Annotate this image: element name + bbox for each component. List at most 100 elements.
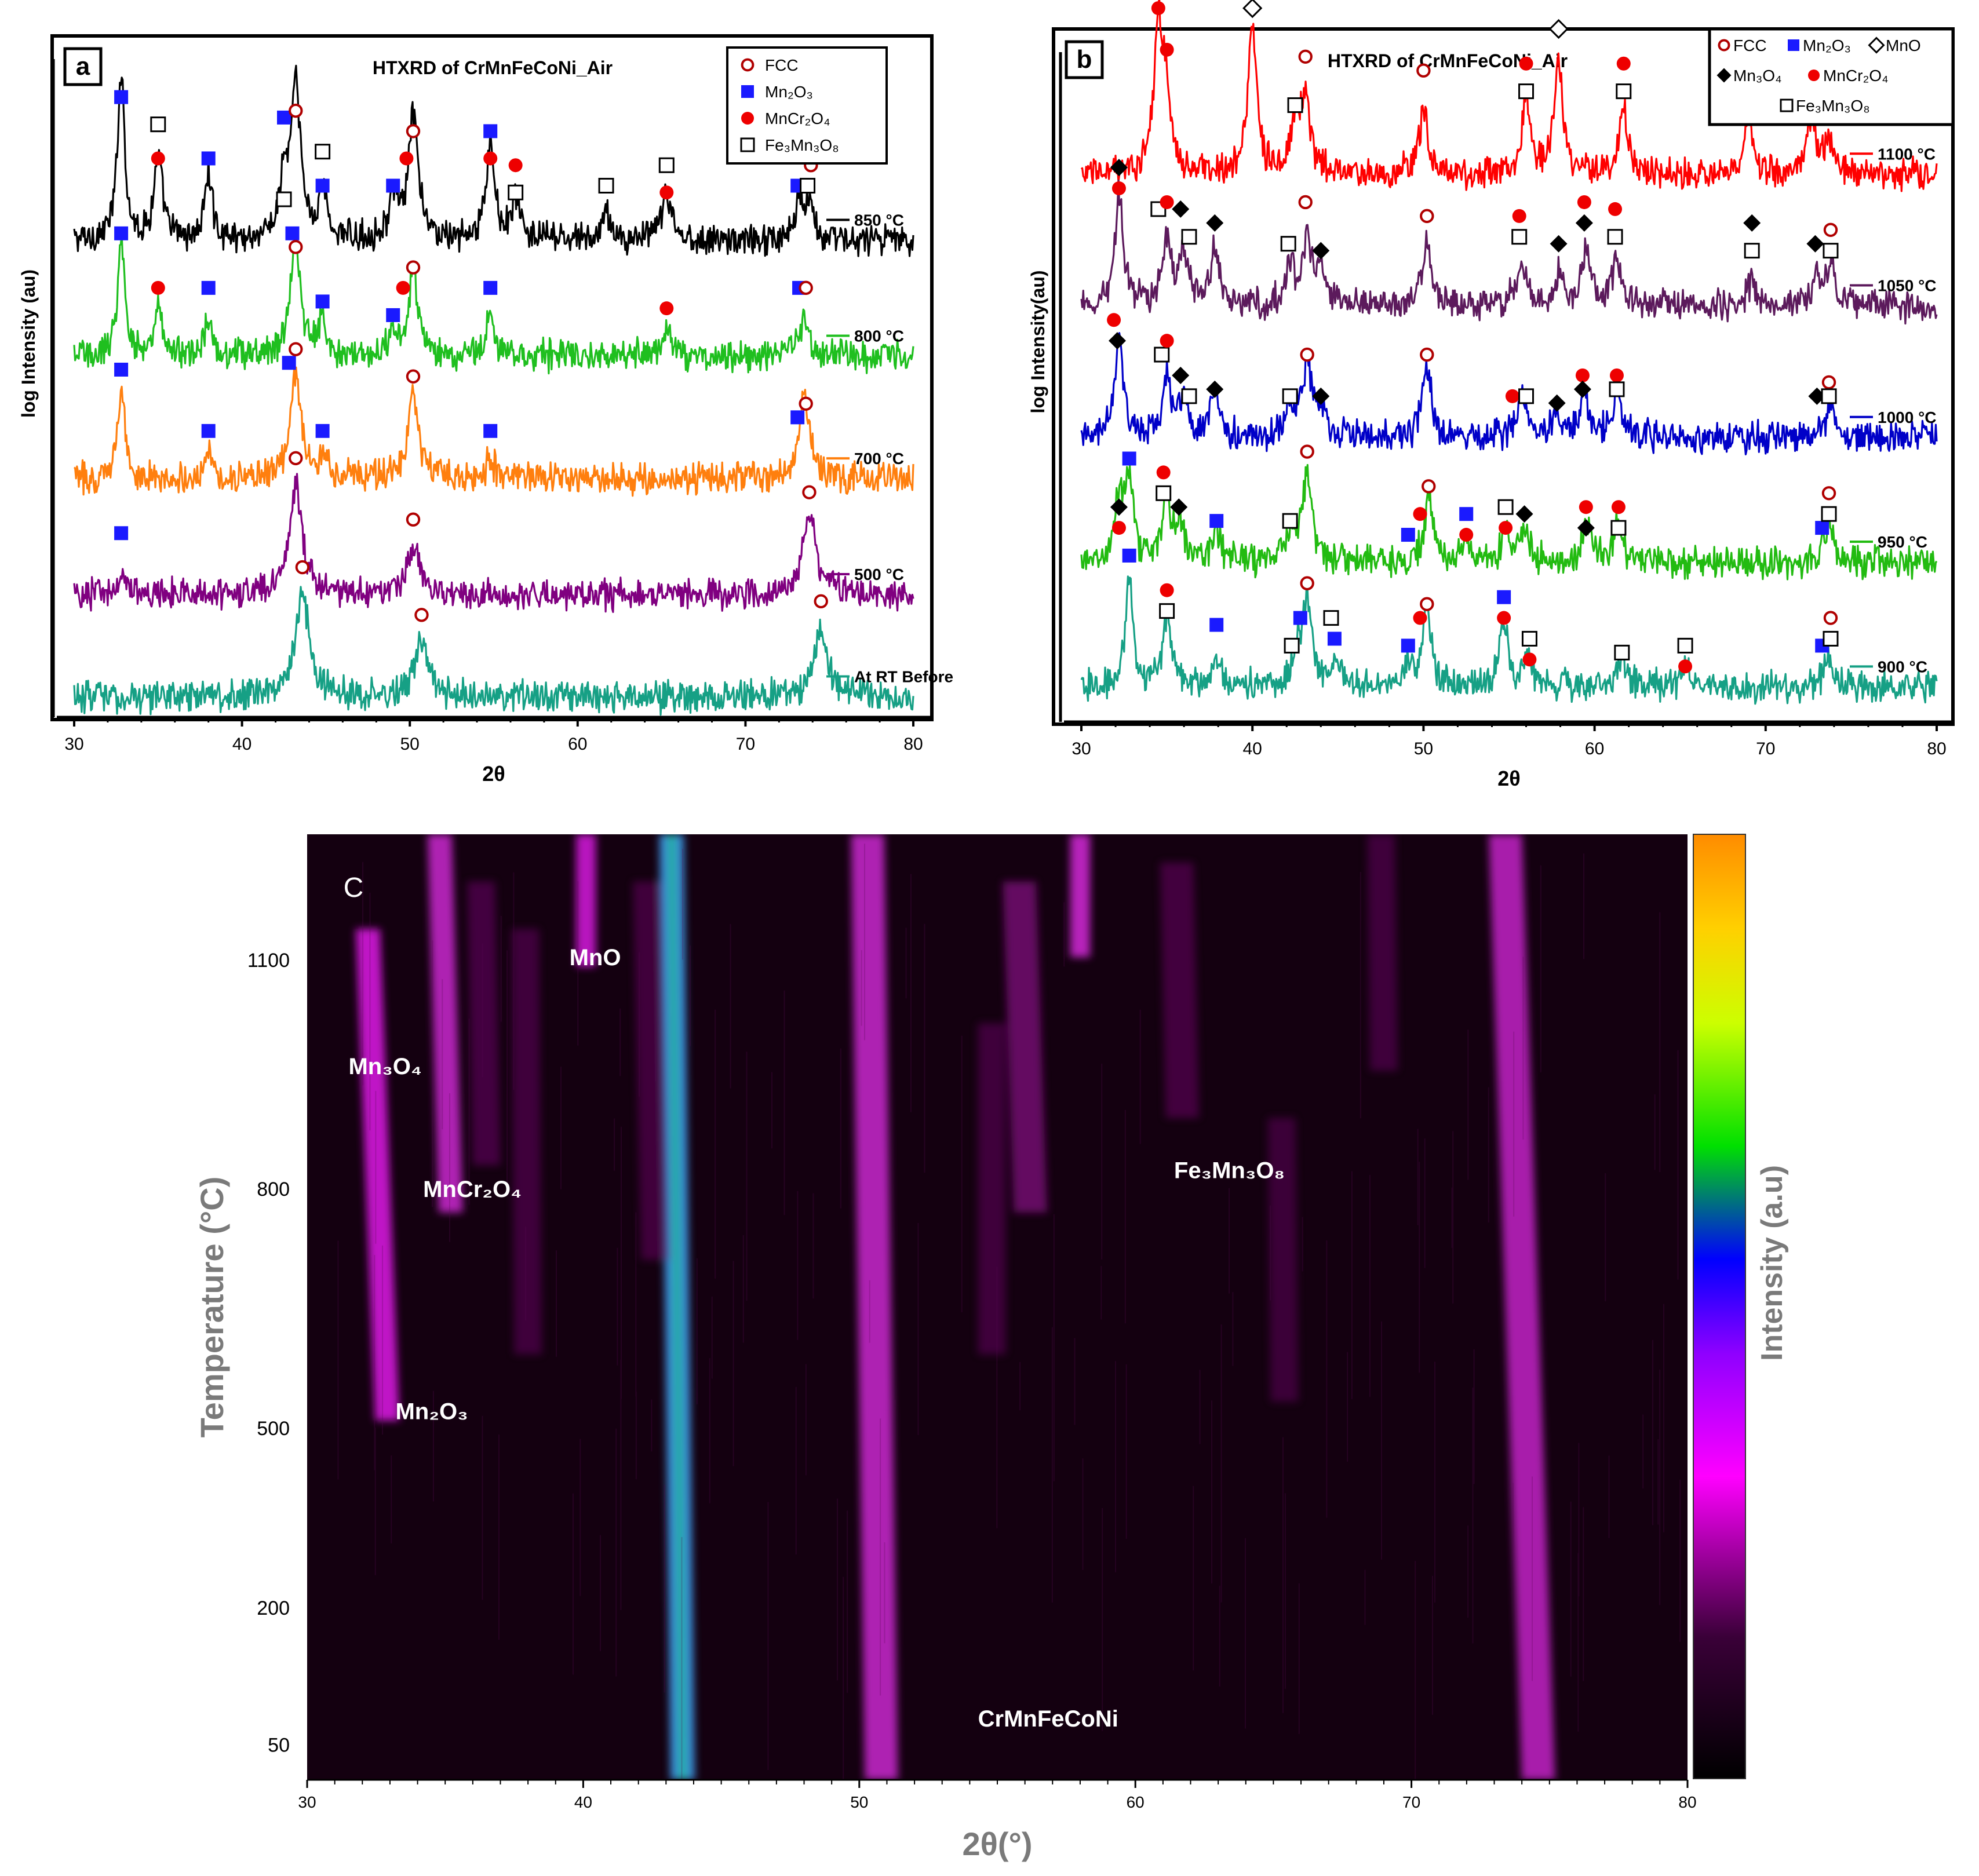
mncr2o4-marker xyxy=(1577,195,1591,209)
mn3o4-marker xyxy=(1172,366,1190,384)
fe3mn3o8-marker xyxy=(1156,485,1172,501)
panel-label-text: b xyxy=(1077,45,1092,74)
fe3mn3o8-marker xyxy=(740,137,755,152)
fcc-marker xyxy=(406,512,421,527)
fcc-marker xyxy=(1298,195,1313,210)
fcc-marker xyxy=(1420,597,1434,611)
series-label: 800 °C xyxy=(854,327,904,345)
mn2o3-marker xyxy=(201,424,216,438)
mn2o3-marker xyxy=(114,363,129,377)
fcc-marker xyxy=(289,451,303,466)
fe3mn3o8-marker xyxy=(1282,513,1298,529)
fcc-marker xyxy=(1718,39,1730,52)
mn2o3-marker xyxy=(1459,507,1474,521)
fcc-marker xyxy=(1300,444,1314,459)
y-tick-label: 800 xyxy=(257,1178,290,1200)
mn3o4-marker xyxy=(1312,387,1330,405)
fcc-marker xyxy=(1298,49,1313,64)
legend-label: Mn₂O₃ xyxy=(765,83,813,101)
phase-annotation: MnCr₂O₄ xyxy=(423,1177,522,1202)
mn3o4-marker xyxy=(1172,200,1190,218)
y-axis-label: Temperature (°C) xyxy=(194,1177,230,1438)
mn2o3-marker xyxy=(114,226,129,240)
diffraction-streak xyxy=(1070,834,1091,958)
mn3o4-marker xyxy=(1110,498,1128,516)
diffraction-streak xyxy=(576,834,596,967)
mncr2o4-marker xyxy=(1522,652,1537,667)
mn2o3-marker xyxy=(315,294,330,309)
fcc-marker xyxy=(1422,479,1436,494)
series-label: 900 °C xyxy=(1878,658,1927,676)
x-tick-label: 70 xyxy=(1756,739,1775,758)
colorbar xyxy=(1693,834,1746,1779)
fe3mn3o8-marker xyxy=(1521,630,1537,647)
series-label: 1050 °C xyxy=(1878,277,1937,295)
mn3o4-marker xyxy=(1575,214,1593,232)
mncr2o4-marker xyxy=(1505,389,1519,403)
diffraction-streak xyxy=(851,834,898,1780)
fe3mn3o8-marker xyxy=(598,177,614,194)
fcc-marker xyxy=(799,280,813,295)
x-tick-label: 70 xyxy=(1402,1793,1420,1811)
x-tick-label: 50 xyxy=(400,735,420,754)
mn2o3-marker xyxy=(790,410,805,425)
mn3o4-marker xyxy=(1548,394,1566,412)
diffraction-streak xyxy=(511,929,542,1355)
fe3mn3o8-marker xyxy=(1181,388,1197,404)
pattern-line xyxy=(73,366,914,497)
fcc-marker xyxy=(295,560,310,575)
diffraction-streak-core xyxy=(667,834,687,1780)
mncr2o4-marker xyxy=(1107,313,1121,327)
mn3o4-marker xyxy=(1716,68,1732,83)
x-tick-label: 50 xyxy=(1414,739,1433,758)
mno-marker xyxy=(1548,19,1569,39)
mncr2o4-marker xyxy=(1499,521,1513,535)
mn2o3-marker xyxy=(741,85,754,98)
fe3mn3o8-marker xyxy=(800,177,816,194)
legend-label: FCC xyxy=(765,56,799,74)
x-tick-label: 60 xyxy=(1585,739,1604,758)
x-tick-label: 50 xyxy=(850,1793,868,1811)
fcc-marker xyxy=(1300,576,1314,590)
fcc-marker xyxy=(1416,63,1431,78)
fe3mn3o8-marker xyxy=(1823,243,1839,259)
fe3mn3o8-marker xyxy=(1607,229,1623,245)
mncr2o4-marker xyxy=(1459,528,1474,542)
x-tick-label: 30 xyxy=(1071,739,1091,758)
fe3mn3o8-marker xyxy=(1287,97,1303,114)
series-1050-c: 1050 °C xyxy=(1080,159,1938,325)
fe3mn3o8-marker xyxy=(1518,388,1535,404)
pattern-line xyxy=(1080,575,1938,705)
legend-label: Mn₃O₄ xyxy=(1733,67,1782,85)
series-500-c: 500 °C xyxy=(73,451,914,613)
mn3o4-marker xyxy=(1206,214,1224,232)
legend: FCC Mn₂O₃ MnO Mn₃O₄ MnCr₂O₄ Fe₃Mn₃O₈ xyxy=(1708,27,1955,126)
legend: FCC Mn₂O₃ MnCr₂O₄ Fe₃Mn₃O₈ xyxy=(726,46,888,165)
mncr2o4-marker xyxy=(1160,334,1174,348)
fcc-marker xyxy=(799,396,813,411)
legend-label: Mn₂O₃ xyxy=(1803,37,1851,54)
fcc-marker xyxy=(289,240,303,254)
fe3mn3o8-marker xyxy=(276,191,292,207)
mn3o4-marker xyxy=(1312,242,1330,260)
mn3o4-marker xyxy=(1110,159,1128,177)
fe3mn3o8-marker xyxy=(1518,83,1535,100)
fcc-marker xyxy=(406,369,421,384)
pattern-line xyxy=(1080,180,1938,325)
legend-box xyxy=(1708,27,1955,126)
chart-title: HTXRD of CrMnFeCoNi_Air xyxy=(373,57,613,78)
fe3mn3o8-marker xyxy=(1609,381,1625,397)
mn2o3-marker xyxy=(386,178,400,193)
pattern-line xyxy=(1080,463,1938,581)
mncr2o4-marker xyxy=(151,280,165,295)
pattern-line xyxy=(73,64,914,257)
series-850-c: 850 °C xyxy=(73,64,914,257)
mn2o3-marker xyxy=(1497,590,1511,604)
mno-marker xyxy=(1242,0,1263,19)
mncr2o4-marker xyxy=(399,151,414,166)
legend-label: Fe₃Mn₃O₈ xyxy=(1796,97,1870,115)
panel-label: b xyxy=(1065,40,1104,79)
legend-label: MnCr₂O₄ xyxy=(1823,67,1889,85)
